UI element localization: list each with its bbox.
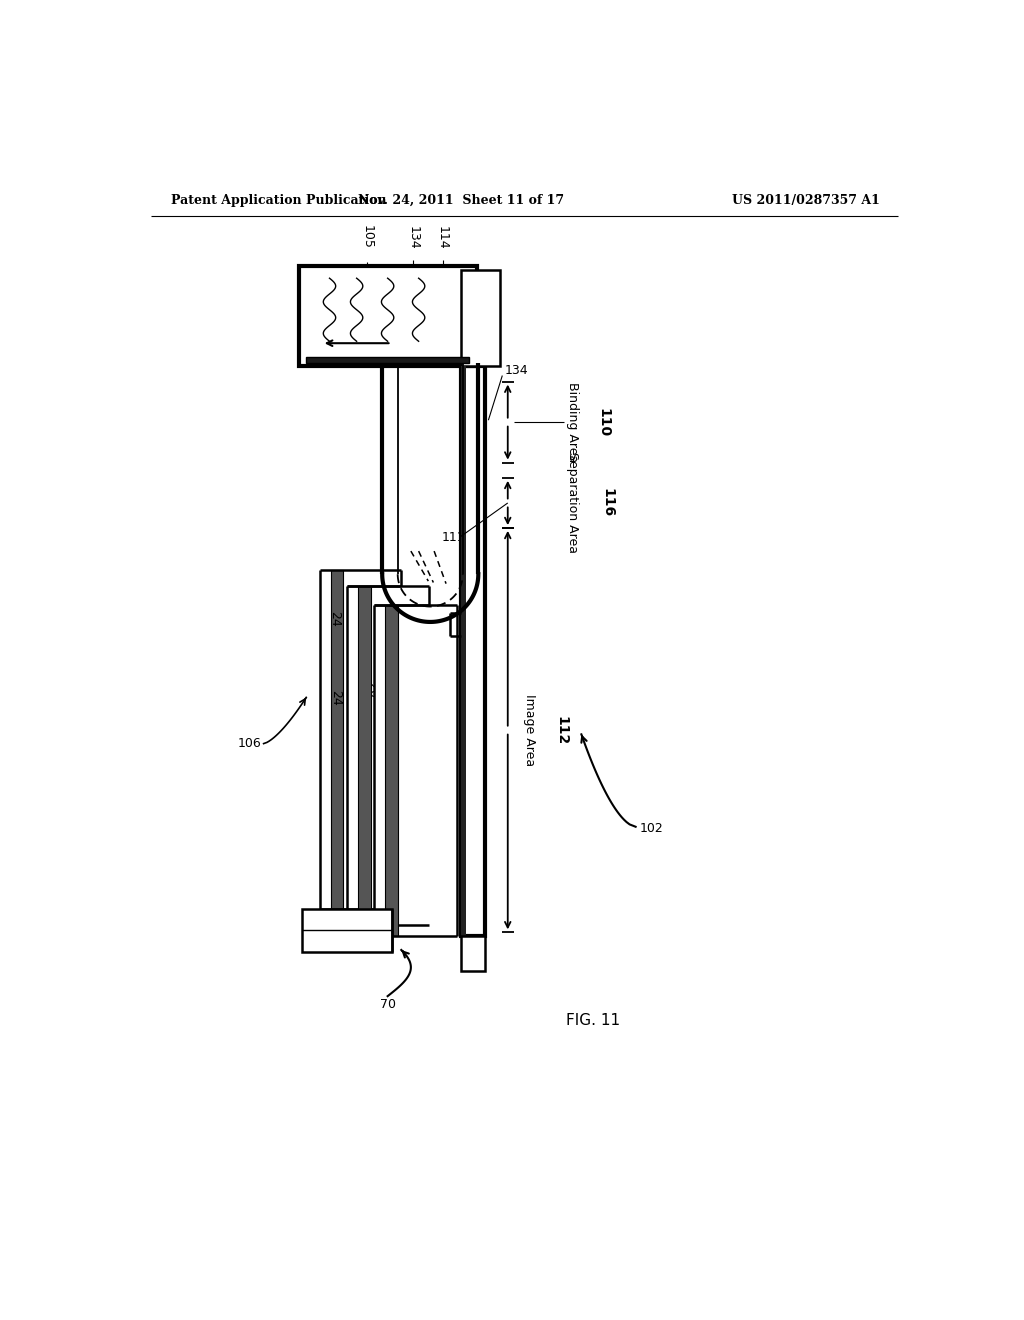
- Bar: [385, 605, 397, 936]
- Text: 102: 102: [640, 822, 664, 834]
- Text: 107: 107: [470, 685, 483, 709]
- Bar: [331, 570, 343, 909]
- Text: Patent Application Publication: Patent Application Publication: [171, 194, 386, 207]
- Bar: [347, 586, 429, 924]
- Text: 114: 114: [436, 226, 450, 249]
- Text: 26: 26: [393, 689, 406, 705]
- Text: US 2011/0287357 A1: US 2011/0287357 A1: [732, 194, 880, 207]
- Bar: [461, 367, 466, 936]
- Bar: [299, 267, 477, 367]
- Bar: [302, 909, 391, 952]
- Text: FIG. 11: FIG. 11: [566, 1014, 621, 1028]
- Text: 24: 24: [328, 611, 341, 627]
- Text: 105: 105: [360, 226, 373, 249]
- Text: 104: 104: [377, 301, 390, 325]
- Text: 134: 134: [407, 226, 420, 249]
- Text: Nov. 24, 2011  Sheet 11 of 17: Nov. 24, 2011 Sheet 11 of 17: [358, 194, 564, 207]
- Bar: [375, 605, 457, 936]
- Text: 116: 116: [601, 488, 614, 517]
- Text: 70: 70: [380, 998, 395, 1011]
- Bar: [321, 570, 400, 909]
- Bar: [358, 586, 371, 924]
- Bar: [461, 367, 484, 936]
- Text: Image Area: Image Area: [523, 694, 537, 766]
- Bar: [306, 358, 469, 363]
- Text: 112: 112: [554, 715, 568, 744]
- Bar: [461, 936, 484, 970]
- Text: 110: 110: [597, 408, 611, 437]
- Text: 24: 24: [383, 705, 396, 721]
- Text: 24: 24: [356, 697, 370, 713]
- Text: 26: 26: [366, 682, 379, 697]
- Text: 134: 134: [505, 363, 528, 376]
- Bar: [461, 271, 500, 367]
- Text: 111: 111: [441, 531, 465, 544]
- Text: Separation Area: Separation Area: [566, 453, 579, 553]
- Text: 24: 24: [329, 689, 342, 705]
- Text: 106: 106: [238, 737, 261, 750]
- Text: Binding Area: Binding Area: [566, 381, 579, 462]
- Text: 26: 26: [420, 697, 433, 713]
